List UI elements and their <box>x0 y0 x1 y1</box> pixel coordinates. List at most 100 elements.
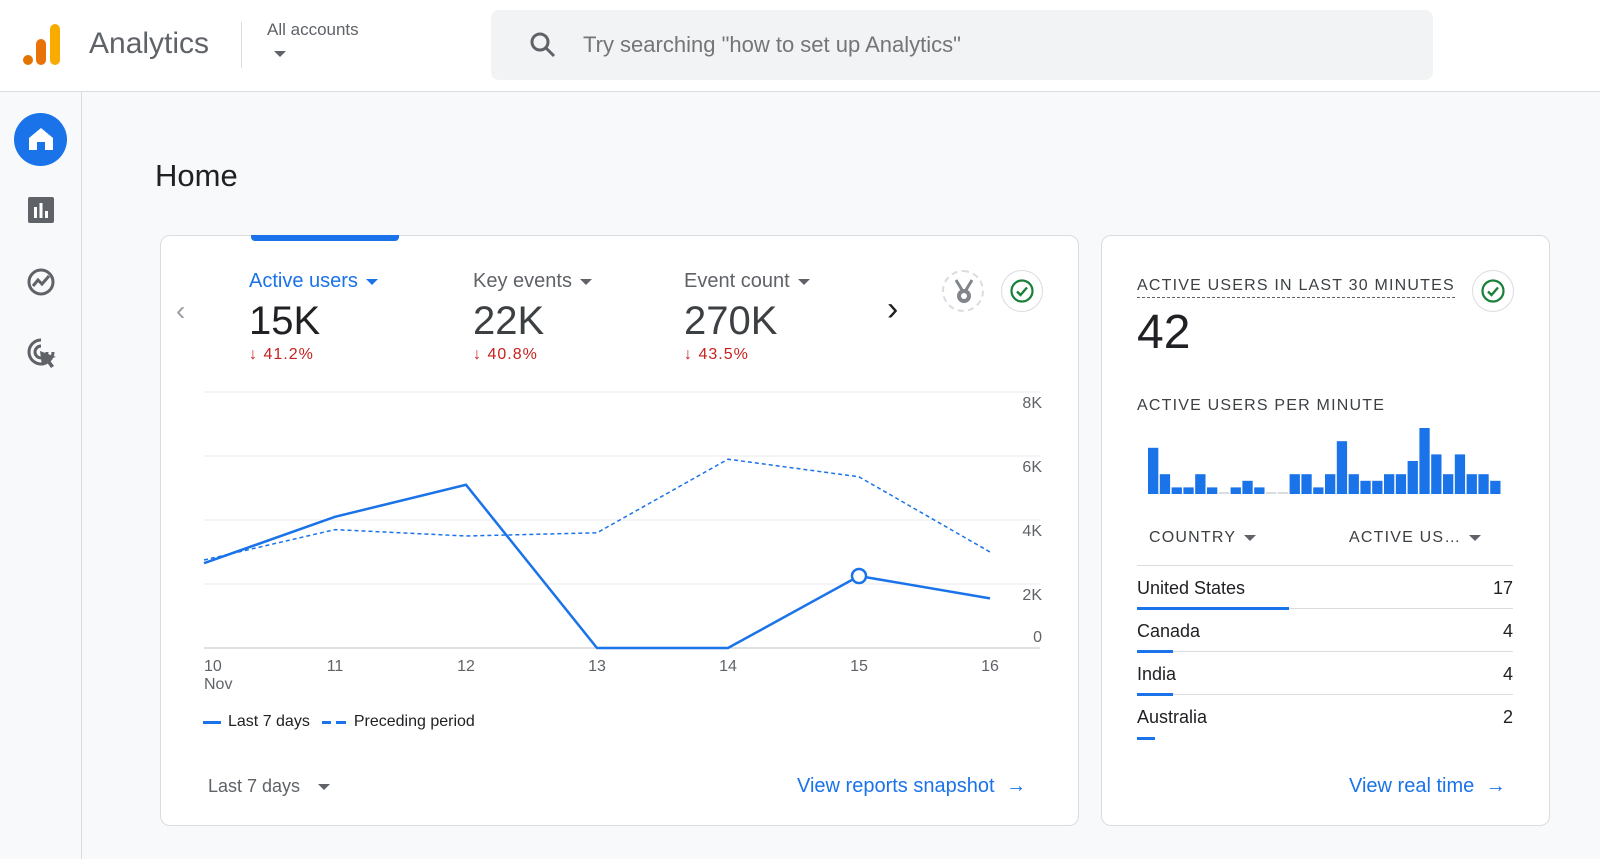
country-name: United States <box>1137 578 1246 598</box>
link-text: View reports snapshot <box>797 775 995 797</box>
page-title: Home <box>155 158 238 193</box>
minute-bar[interactable] <box>1360 480 1371 494</box>
metric-label-text: Event count <box>684 270 790 292</box>
delta-text: 40.8% <box>487 346 538 363</box>
minute-bar[interactable] <box>1395 474 1407 494</box>
realtime-status[interactable] <box>1472 270 1514 312</box>
share-bar <box>1137 650 1173 653</box>
minute-bar[interactable] <box>1218 492 1230 494</box>
metric-value: 15K <box>249 299 321 343</box>
x-tick-label: 13 <box>588 658 606 675</box>
minute-bar[interactable] <box>1277 492 1289 494</box>
check-circle-icon <box>1481 279 1505 303</box>
share-bar <box>1137 607 1290 610</box>
metric-tab-key-events[interactable]: Key events 22K ↓ 40.8% <box>473 270 592 364</box>
sidebar <box>0 92 82 859</box>
legend-previous: Preceding period <box>353 713 475 730</box>
active-users-column-header[interactable]: ACTIVE US… <box>1349 529 1482 547</box>
search-input[interactable] <box>583 28 1383 62</box>
country-users: 17 <box>1492 578 1513 598</box>
minute-bar[interactable] <box>1384 474 1395 494</box>
minute-bar[interactable] <box>1490 480 1501 494</box>
x-tick-label: 16 <box>981 658 999 675</box>
view-real-time-link[interactable]: View real time → <box>1349 775 1506 798</box>
minute-bar[interactable] <box>1466 474 1477 494</box>
explore-icon <box>27 268 55 296</box>
minute-bar[interactable] <box>1148 447 1159 494</box>
country-users: 4 <box>1502 664 1513 684</box>
country-row[interactable]: Canada 4 <box>1137 609 1513 653</box>
divider <box>241 22 242 68</box>
metric-label: Key events <box>473 270 592 293</box>
minute-bar[interactable] <box>1372 480 1383 494</box>
arrow-down-icon: ↓ <box>473 346 482 363</box>
minute-bar[interactable] <box>1313 487 1324 494</box>
sidebar-item-home[interactable] <box>14 113 67 166</box>
country-row[interactable]: Australia 2 <box>1137 695 1513 740</box>
home-icon <box>29 128 53 150</box>
sidebar-item-advertising[interactable] <box>26 337 58 374</box>
metric-delta: ↓ 41.2% <box>249 346 378 364</box>
share-bar <box>1137 693 1173 696</box>
metric-tab-event-count[interactable]: Event count 270K ↓ 43.5% <box>684 270 810 364</box>
minute-bar[interactable] <box>1171 487 1182 494</box>
minute-bar[interactable] <box>1266 492 1277 494</box>
minute-bar[interactable] <box>1242 480 1253 494</box>
minute-bar[interactable] <box>1207 487 1218 494</box>
sidebar-item-explore[interactable] <box>26 267 58 304</box>
metric-tab-active-users[interactable]: Active users 15K ↓ 41.2% <box>249 270 378 364</box>
chevron-right-icon[interactable]: › <box>887 290 899 328</box>
country-column-header[interactable]: COUNTRY <box>1149 529 1257 547</box>
minute-bar[interactable] <box>1443 474 1454 494</box>
y-tick-label: 2K <box>1022 587 1042 604</box>
minute-bar[interactable] <box>1478 474 1489 494</box>
minute-bar[interactable] <box>1301 474 1312 494</box>
top-bar: Analytics All accounts <box>0 0 1600 92</box>
line-chart: 0 2K 4K 6K 8K 10 11 12 13 14 15 16 Nov <box>203 391 1042 693</box>
series-line-current <box>203 483 991 650</box>
column-label: COUNTRY <box>1149 529 1237 546</box>
chart-legend: Last 7 days Preceding period <box>203 713 475 731</box>
country-row[interactable]: India 4 <box>1137 652 1513 696</box>
minute-bar[interactable] <box>1348 474 1359 494</box>
arrow-down-icon: ↓ <box>684 346 693 363</box>
minute-bar[interactable] <box>1336 441 1348 494</box>
minute-bar[interactable] <box>1254 487 1265 494</box>
chevron-left-icon[interactable]: ‹ <box>176 295 186 326</box>
metric-delta: ↓ 40.8% <box>473 346 592 364</box>
active-tab-indicator <box>251 235 399 241</box>
account-selector-label: All accounts <box>267 20 359 39</box>
minute-bar[interactable] <box>1325 474 1336 494</box>
account-selector[interactable]: All accounts <box>267 20 359 58</box>
search-icon <box>530 32 556 58</box>
minute-bar[interactable] <box>1419 428 1430 494</box>
minute-bar[interactable] <box>1454 454 1466 494</box>
minute-bar[interactable] <box>1289 474 1300 494</box>
date-range-selector[interactable]: Last 7 days <box>208 776 331 797</box>
country-name: India <box>1137 664 1177 684</box>
x-tick-label: 15 <box>850 658 868 675</box>
view-reports-snapshot-link[interactable]: View reports snapshot → <box>797 775 1026 798</box>
sidebar-item-reports[interactable] <box>28 197 54 228</box>
link-text: View real time <box>1349 775 1475 797</box>
per-minute-label: ACTIVE USERS PER MINUTE <box>1137 397 1386 414</box>
achievement-badge[interactable] <box>942 270 984 312</box>
country-row[interactable]: United States 17 <box>1137 566 1513 610</box>
minute-bar[interactable] <box>1195 474 1206 494</box>
metric-label-text: Key events <box>473 270 572 292</box>
data-quality-status[interactable] <box>1001 270 1043 312</box>
minute-bar[interactable] <box>1230 487 1241 494</box>
legend-dashed-swatch <box>321 720 346 724</box>
medal-icon <box>954 279 974 303</box>
legend-solid-swatch <box>203 720 221 724</box>
data-point-highlight <box>850 567 868 585</box>
minute-bar[interactable] <box>1407 461 1418 494</box>
reports-icon <box>28 197 54 223</box>
search-bar[interactable] <box>491 10 1433 80</box>
share-bar <box>1137 737 1156 740</box>
minute-bar[interactable] <box>1431 454 1442 494</box>
country-users: 2 <box>1502 707 1513 727</box>
minute-bar[interactable] <box>1183 487 1194 494</box>
minute-bar[interactable] <box>1159 474 1171 494</box>
realtime-card <box>1101 235 1550 826</box>
